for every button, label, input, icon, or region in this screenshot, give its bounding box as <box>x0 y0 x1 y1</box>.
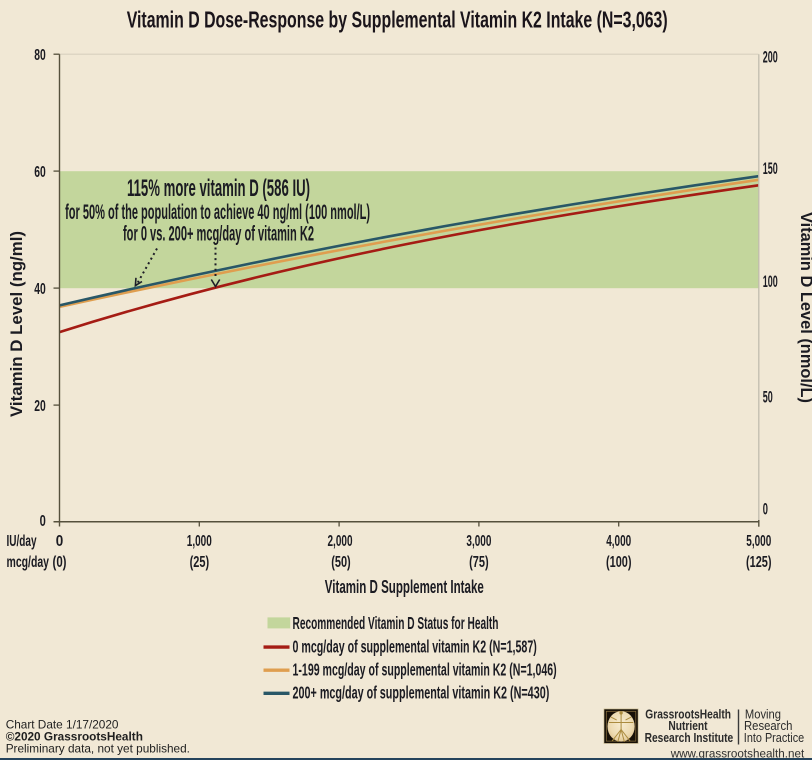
svg-text:©2020 GrassrootsHealth: ©2020 GrassrootsHealth <box>6 729 143 743</box>
svg-text:20: 20 <box>34 398 46 415</box>
svg-text:IU/day: IU/day <box>7 533 37 550</box>
svg-text:1,000: 1,000 <box>187 533 212 550</box>
svg-text:60: 60 <box>34 164 46 181</box>
svg-text:50: 50 <box>763 389 773 407</box>
svg-text:for 50% of the population to a: for 50% of the population to achieve 40 … <box>65 201 370 224</box>
svg-text:Research: Research <box>744 718 792 733</box>
svg-text:Vitamin D Dose-Response by Sup: Vitamin D Dose-Response by Supplemental … <box>127 7 668 33</box>
svg-text:GrassrootsHealth: GrassrootsHealth <box>645 706 731 721</box>
svg-text:Vitamin D Level (ng/ml): Vitamin D Level (ng/ml) <box>8 231 26 417</box>
svg-text:Vitamin D Supplement Intake: Vitamin D Supplement Intake <box>325 576 484 597</box>
svg-text:mcg/day: mcg/day <box>7 554 50 571</box>
svg-text:0: 0 <box>763 501 768 519</box>
svg-text:(0): (0) <box>53 554 67 571</box>
svg-text:0: 0 <box>40 513 46 530</box>
svg-text:(125): (125) <box>746 554 772 571</box>
svg-text:Into Practice: Into Practice <box>744 730 804 745</box>
svg-text:Moving: Moving <box>745 706 781 721</box>
svg-text:(100): (100) <box>606 554 632 571</box>
svg-text:1-199 mcg/day of supplemental: 1-199 mcg/day of supplemental vitamin K2… <box>293 659 557 679</box>
svg-text:80: 80 <box>34 47 46 64</box>
svg-text:0 mcg/day of supplemental vita: 0 mcg/day of supplemental vitamin K2 (N=… <box>293 636 537 656</box>
svg-text:4,000: 4,000 <box>606 533 631 550</box>
svg-text:100: 100 <box>763 273 778 291</box>
svg-text:115% more vitamin D (586 IU): 115% more vitamin D (586 IU) <box>127 175 310 202</box>
svg-text:(50): (50) <box>331 554 351 571</box>
svg-text:200: 200 <box>763 49 778 67</box>
svg-text:3,000: 3,000 <box>466 533 491 550</box>
svg-text:Research Institute: Research Institute <box>645 730 734 745</box>
svg-text:Recommended Vitamin D Status f: Recommended Vitamin D Status for Health <box>293 613 499 633</box>
svg-text:150: 150 <box>763 160 778 178</box>
svg-text:Preliminary data, not yet publ: Preliminary data, not yet published. <box>6 742 190 756</box>
svg-text:200+ mcg/day of supplemental v: 200+ mcg/day of supplemental vitamin K2 … <box>293 683 550 703</box>
svg-text:5,000: 5,000 <box>746 533 771 550</box>
svg-text:2,000: 2,000 <box>328 533 353 550</box>
svg-text:Nutrient: Nutrient <box>668 718 708 733</box>
svg-text:Chart Date 1/17/2020: Chart Date 1/17/2020 <box>6 717 119 731</box>
svg-text:(25): (25) <box>190 554 210 571</box>
svg-text:40: 40 <box>34 281 46 298</box>
svg-text:www.grassrootshealth.net: www.grassrootshealth.net <box>670 746 805 760</box>
svg-text:(75): (75) <box>469 554 489 571</box>
svg-text:Vitamin D Level (nmol/L): Vitamin D Level (nmol/L) <box>797 212 812 403</box>
svg-text:for 0 vs. 200+ mcg/day of vita: for 0 vs. 200+ mcg/day of vitamin K2 <box>123 223 314 246</box>
svg-text:0: 0 <box>56 533 64 550</box>
